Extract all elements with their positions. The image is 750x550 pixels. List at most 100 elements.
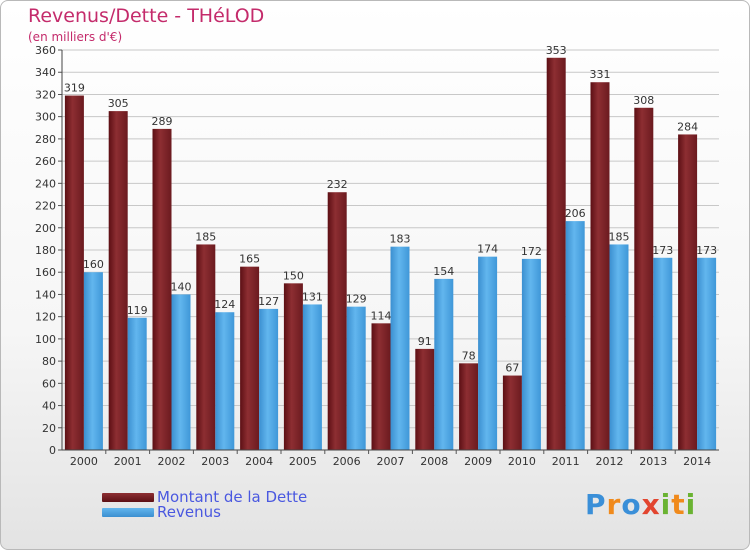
bar-dette-2007 [371,323,391,450]
label-revenus-2003: 124 [214,298,235,311]
bar-revenus-2001 [127,317,147,450]
bar-dette-2011 [546,57,566,451]
logo-letter: P [585,488,607,521]
xtick-label-2009: 2009 [464,455,492,468]
ytick-label-300: 300 [35,111,56,124]
bar-revenus-2006 [346,306,366,450]
bar-dette-2012 [590,82,610,450]
label-revenus-2013: 173 [652,244,673,257]
bar-revenus-2013 [653,257,673,450]
bar-revenus-2014 [697,257,717,450]
bar-revenus-2005 [302,304,322,450]
bar-revenus-2008 [434,278,454,450]
label-dette-2012: 331 [590,68,611,81]
label-revenus-2002: 140 [171,280,192,293]
bar-dette-2005 [283,283,303,450]
bar-dette-2004 [240,266,260,450]
xtick-label-2010: 2010 [508,455,536,468]
xtick-label-2001: 2001 [114,455,142,468]
xtick-label-2013: 2013 [639,455,667,468]
bar-revenus-2012 [609,244,629,450]
ytick-label-40: 40 [42,400,56,413]
label-revenus-2011: 206 [565,207,586,220]
proxiti-logo: Proxiti [585,488,696,521]
xtick-label-2012: 2012 [596,455,624,468]
ytick-label-280: 280 [35,133,56,146]
logo-letter: i [685,488,697,521]
bar-revenus-2000 [83,272,103,450]
label-revenus-2010: 172 [521,245,542,258]
chart-title: Revenus/Dette - THéLOD [28,5,265,27]
ytick-label-200: 200 [35,222,56,235]
xtick-label-2002: 2002 [158,455,186,468]
bars-layer [64,57,717,451]
logo-letter: t [671,488,686,521]
bar-dette-2008 [415,348,435,450]
axis-layer [58,49,719,454]
label-dette-2008: 91 [418,335,432,348]
logo-letter: i [660,488,672,521]
label-dette-2013: 308 [633,94,654,107]
ytick-label-320: 320 [35,88,56,101]
ytick-label-260: 260 [35,155,56,168]
xtick-label-2007: 2007 [377,455,405,468]
legend-label-revenus: Revenus [157,503,221,521]
logo-letter: r [606,488,622,521]
bar-dette-2001 [108,111,128,450]
bar-dette-2002 [152,128,172,450]
xtick-label-2000: 2000 [70,455,98,468]
label-dette-2010: 67 [505,362,519,375]
ytick-label-60: 60 [42,377,56,390]
bar-dette-2014 [678,134,698,450]
legend-swatch-revenus [102,508,154,517]
xtick-label-2008: 2008 [420,455,448,468]
label-revenus-2006: 129 [346,293,367,306]
ytick-label-100: 100 [35,333,56,346]
bar-dette-2006 [327,192,347,450]
bar-revenus-2004 [259,308,279,450]
legend-label-dette: Montant de la Dette [157,488,308,506]
ytick-label-220: 220 [35,200,56,213]
labels-layer: 0 20 40 60 80 100 120 140 160 180 200 220 240 260 280 3… [35,44,717,468]
label-revenus-2005: 131 [302,290,323,303]
bar-revenus-2010 [521,258,541,450]
label-revenus-2009: 174 [477,243,498,256]
label-dette-2007: 114 [371,309,392,322]
label-dette-2001: 305 [108,97,129,110]
label-revenus-2001: 119 [127,304,148,317]
ytick-label-360: 360 [35,44,56,57]
label-dette-2005: 150 [283,269,304,282]
ytick-label-180: 180 [35,244,56,257]
label-dette-2003: 185 [195,230,216,243]
label-dette-2000: 319 [64,82,85,95]
ytick-label-140: 140 [35,288,56,301]
xtick-label-2006: 2006 [333,455,361,468]
bar-revenus-2011 [565,221,585,450]
xtick-label-2014: 2014 [683,455,711,468]
label-revenus-2008: 154 [433,265,454,278]
label-dette-2002: 289 [152,115,173,128]
ytick-label-340: 340 [35,66,56,79]
bar-dette-2003 [196,244,216,450]
label-dette-2011: 353 [546,44,567,57]
ytick-label-80: 80 [42,355,56,368]
label-revenus-2007: 183 [390,233,411,246]
bar-dette-2000 [64,95,84,451]
xtick-label-2004: 2004 [245,455,273,468]
ytick-label-120: 120 [35,311,56,324]
bar-revenus-2003 [215,312,235,450]
bar-revenus-2007 [390,246,410,450]
bar-revenus-2009 [478,256,498,450]
ytick-label-240: 240 [35,177,56,190]
legend-swatch-dette [102,493,154,502]
label-dette-2006: 232 [327,178,348,191]
label-dette-2004: 165 [239,253,260,266]
logo-letter: o [621,488,642,521]
bar-dette-2013 [634,107,654,451]
ytick-label-20: 20 [42,422,56,435]
chart-subtitle: (en milliers d'€) [28,30,123,44]
ytick-label-160: 160 [35,266,56,279]
label-dette-2014: 284 [677,120,698,133]
